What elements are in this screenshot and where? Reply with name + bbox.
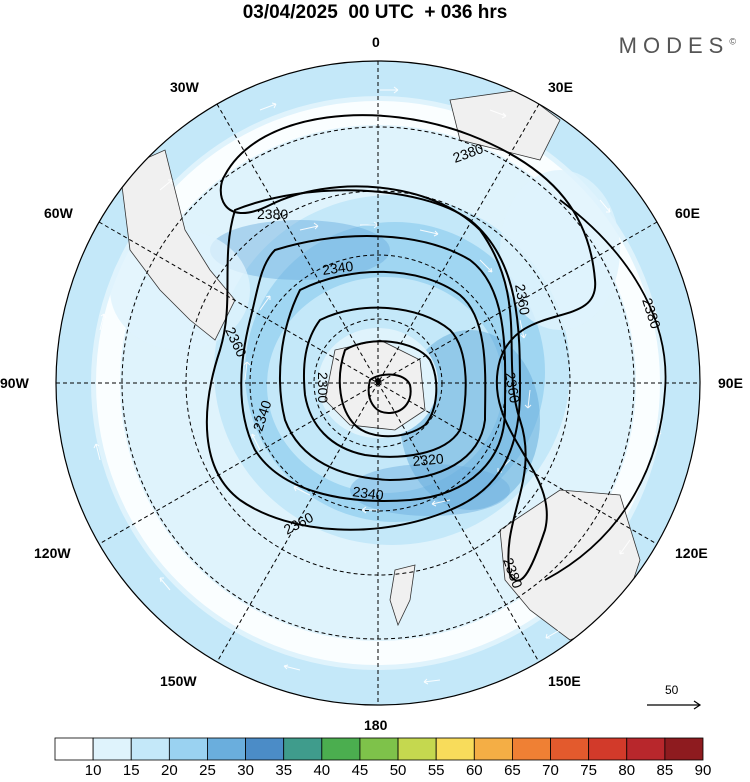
lon-label-90e: 90E [718,375,743,391]
colorbar-tick-label: 10 [84,762,102,779]
map-title: 03/04/2025 00 UTC + 036 hrs [242,2,508,23]
colorbar-tick-label: 15 [122,762,140,779]
colorbar-tick-label: 90 [694,762,712,779]
colorbar [54,737,704,761]
lon-label-90w: 90W [0,375,29,391]
colorbar-swatch [321,737,361,761]
lon-label-30e: 30E [548,79,573,95]
colorbar-swatch [130,737,170,761]
colorbar-tick-label: 70 [542,762,559,779]
colorbar-tick-label: 80 [618,762,636,779]
colorbar-swatch [168,737,208,761]
contour-label: 2360 [502,371,523,405]
contour-label: 2360 [512,283,533,317]
wind-vectors [93,86,662,685]
colorbar-tick-label: 45 [351,762,369,779]
colorbar-swatch [435,737,475,761]
wind-reference-value: 50 [665,683,679,697]
colorbar-swatch [626,737,666,761]
colorbar-swatch [664,737,704,761]
colorbar-swatch [54,737,94,761]
land-new-zealand [389,564,416,627]
colorbar-tick-label: 55 [427,762,445,779]
colorbar-swatch [512,737,551,761]
colorbar-tick-label: 85 [656,762,674,779]
colorbar-tick-label: 60 [465,762,483,779]
colorbar-tick-label: 50 [389,762,407,779]
colorbar-tick-label: 75 [580,762,597,779]
lon-label-120w: 120W [34,545,71,561]
map-border [55,60,701,706]
graticule [56,61,700,705]
lon-label-60w: 60W [44,205,73,221]
contour-label: 2380 [257,206,288,222]
colorbar-tick-label: 30 [237,762,254,779]
colorbar-tick-label: 65 [504,762,521,779]
colorbar-labels: 10 15 20 25 30 35 40 45 50 55 60 65 70 75 80 85 90 [0,762,750,782]
colorbar-swatch [359,737,399,761]
lon-label-180: 180 [364,717,388,733]
wind-fill-layer [56,61,700,705]
colorbar-swatch [207,737,246,761]
lon-label-60e: 60E [675,205,700,221]
colorbar-swatch [397,737,437,761]
contour-label: 2300 [315,372,331,403]
colorbar-tick-label: 40 [313,762,331,779]
colorbar-swatch [283,737,323,761]
contour-label: 2340 [321,258,354,278]
brand-logo: MODES© [618,33,736,58]
contour-label: 2320 [412,450,445,469]
lon-label-150e: 150E [548,673,581,689]
colorbar-tick-label: 25 [199,762,216,779]
colorbar-swatch [473,737,513,761]
contour-label: 2340 [352,483,385,503]
lon-label-0: 0 [372,34,380,50]
colorbar-swatch [588,737,628,761]
colorbar-swatch [245,737,285,761]
colorbar-swatch [550,737,590,761]
colorbar-swatch [92,737,132,761]
lon-label-120e: 120E [675,545,708,561]
lon-label-30w: 30W [170,79,199,95]
colorbar-tick-label: 20 [161,762,178,779]
colorbar-tick-label: 35 [275,762,293,779]
wind-reference-arrow [647,700,702,710]
lon-label-150w: 150W [160,673,197,689]
